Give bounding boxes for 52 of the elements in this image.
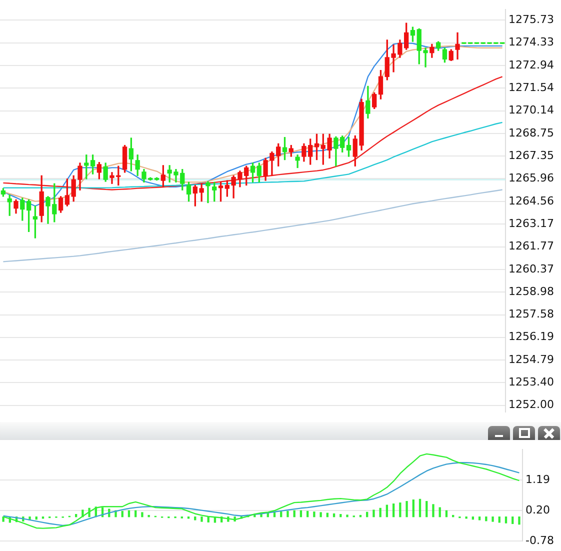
y-tick-label: 1265.96 (508, 172, 554, 185)
y-tick-label: 1267.35 (508, 149, 554, 162)
y-tick-label: 1261.77 (508, 240, 554, 253)
y-tick-label: -0.78 (526, 534, 554, 547)
y-tick-label: 1258.98 (508, 284, 554, 298)
bar (227, 516, 230, 522)
bar (88, 508, 90, 518)
y-tick-label: 1254.79 (508, 352, 554, 366)
bar (82, 510, 84, 518)
bar (426, 501, 428, 518)
y-tick-label: 1274.33 (508, 36, 554, 49)
bar (418, 498, 422, 518)
y-tick-label: 1270.14 (508, 104, 554, 117)
bar (406, 501, 408, 518)
bar (280, 512, 282, 518)
bar (512, 516, 514, 524)
y-tick-label: 1253.40 (508, 375, 554, 388)
bar (386, 504, 388, 518)
bar (148, 514, 150, 518)
bar (392, 503, 395, 518)
y-tick-label: 1256.19 (508, 330, 554, 344)
y-tick-label: 1260.37 (508, 262, 554, 276)
y-tick-label: 1271.54 (508, 81, 554, 94)
y-tick-label: 1272.94 (508, 58, 554, 72)
bar (379, 508, 382, 518)
bar (313, 512, 316, 518)
candlestick (455, 32, 460, 60)
bar (432, 504, 434, 518)
y-tick-label: 0.20 (526, 503, 550, 516)
bar (194, 516, 196, 520)
y-tick-label: 1.19 (526, 472, 550, 486)
y-tick-label: 1264.56 (508, 194, 554, 208)
bar (372, 510, 375, 518)
bar (492, 516, 494, 522)
bar (478, 516, 481, 520)
bar (200, 516, 203, 522)
bar (518, 516, 520, 525)
bar (412, 499, 414, 518)
bar (234, 516, 236, 522)
y-tick-label: 1257.58 (508, 308, 554, 321)
y-tick-label: 1252.00 (508, 398, 554, 412)
bar (504, 516, 508, 524)
y-tick-label: 1263.17 (508, 216, 554, 230)
bar (141, 512, 144, 518)
y-tick-label: 1275.73 (508, 13, 554, 26)
bar (346, 514, 348, 518)
bar (399, 502, 402, 518)
bar (438, 507, 441, 518)
candlestick (206, 181, 210, 204)
y-tick-label: 1268.75 (508, 126, 554, 140)
bar (286, 510, 289, 518)
bar (320, 512, 322, 518)
